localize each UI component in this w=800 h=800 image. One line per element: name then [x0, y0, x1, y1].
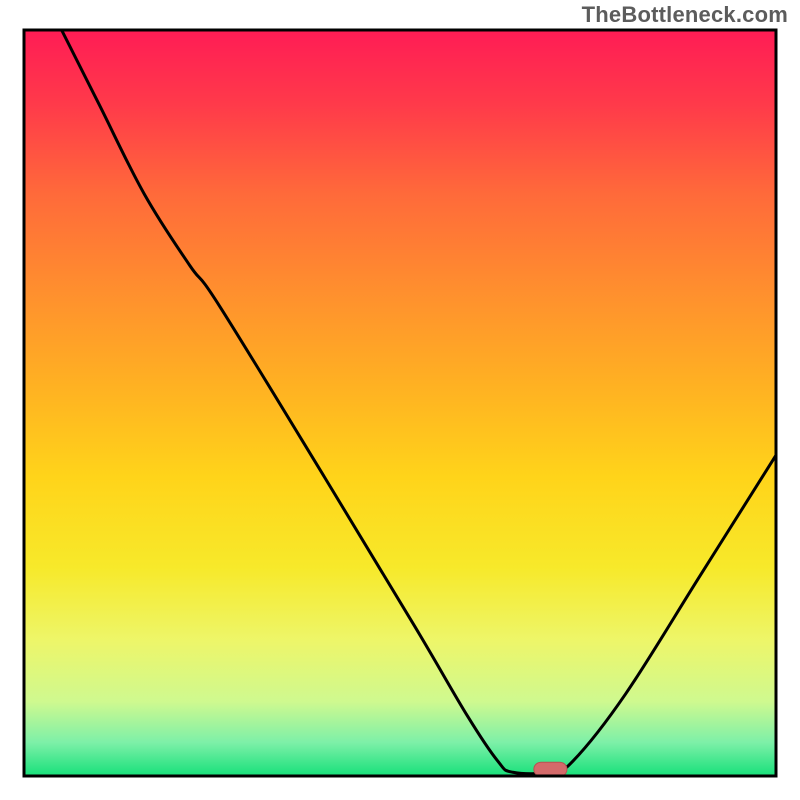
gradient-background: [24, 30, 776, 776]
optimal-marker: [534, 762, 567, 776]
bottleneck-chart: [0, 0, 800, 800]
chart-frame: TheBottleneck.com: [0, 0, 800, 800]
watermark-text: TheBottleneck.com: [582, 2, 788, 28]
